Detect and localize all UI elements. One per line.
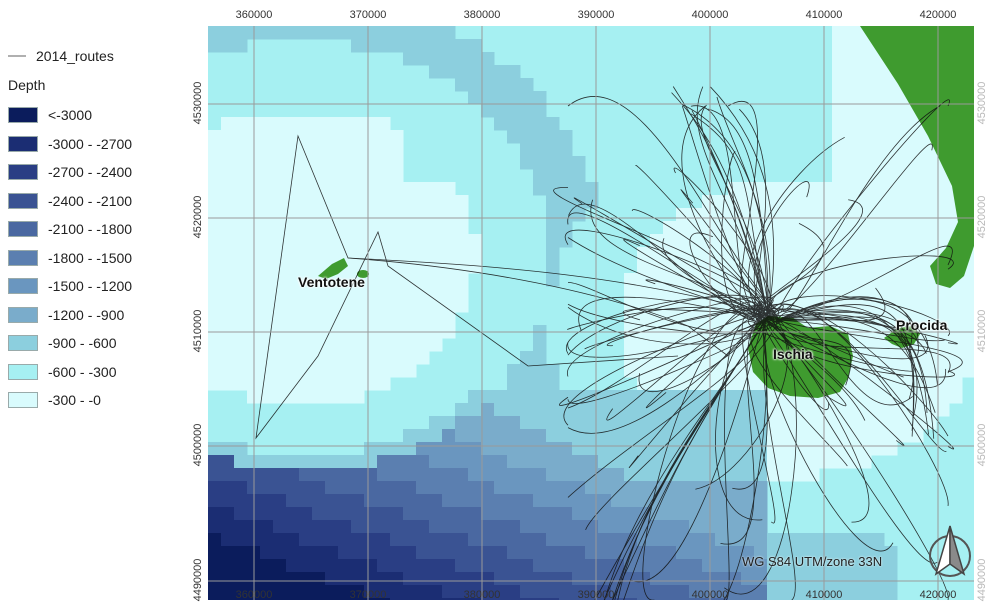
x-tick-label: 410000 [805,589,843,601]
x-tick-label: 370000 [349,9,387,21]
x-tick-label: 390000 [577,9,615,21]
depth-swatch [8,192,38,209]
y-tick-label: 4500000 [976,423,988,467]
map-legend: 2014_routes Depth <-3000 -3000 - -2700 -27… [0,0,200,608]
route-line-symbol [8,55,26,57]
depth-swatch [8,135,38,152]
crs-label: WG S84 UTM/zone 33N [742,554,883,569]
x-tick-label: 400000 [691,589,729,601]
depth-class-label: -900 - -600 [48,335,117,351]
north-arrow-icon [929,525,971,577]
x-tick-label: 390000 [577,589,615,601]
graticule [208,26,974,600]
y-tick-label: 4520000 [976,195,988,239]
depth-swatch [8,392,38,408]
mainland [860,26,974,288]
depth-class-label: -1800 - -1500 [48,249,133,266]
label-procida: Procida [896,317,948,333]
depth-swatch [8,306,38,323]
santo-stefano-island [357,270,369,278]
x-tick-label: 370000 [349,589,387,601]
label-ischia: Ischia [773,346,813,362]
depth-class-label: -2400 - -2100 [48,192,133,209]
x-tick-label: 410000 [805,9,843,21]
depth-class-label: -300 - -0 [48,392,101,408]
x-tick-label: 360000 [235,589,273,601]
y-tick-label: 4490000 [976,558,988,602]
y-tick-label: 4530000 [976,81,988,125]
x-tick-label: 400000 [691,9,729,21]
depth-class-label: -1500 - -1200 [48,278,133,294]
y-tick-label: 4510000 [976,309,988,353]
y-tick-label: 4510000 [192,309,204,353]
depth-class-label: <-3000 [48,107,92,123]
depth-title-text: Depth [8,77,46,93]
depth-class-label: -3000 - -2700 [48,135,133,152]
map-svg [208,26,974,600]
routes-layer [255,86,963,600]
y-tick-label: 4520000 [192,195,204,239]
depth-swatch [8,249,38,266]
label-ventotene: Ventotene [298,274,365,290]
x-tick-label: 360000 [235,9,273,21]
depth-swatch [8,107,38,123]
depth-class-label: -600 - -300 [48,363,117,380]
depth-swatch [8,221,38,237]
ventotene-island [318,258,348,279]
legend-route-label: 2014_routes [36,48,114,64]
ischia-island [748,316,853,398]
x-tick-label: 420000 [919,9,957,21]
legend-depth-title: Depth [8,75,45,95]
depth-class-label: -2700 - -2400 [48,164,133,180]
depth-swatch [8,278,38,294]
depth-swatch [8,164,38,180]
y-tick-label: 4500000 [192,423,204,467]
depth-swatch [8,363,38,380]
map-canvas[interactable]: Ventotene Ischia Procida [208,26,974,600]
depth-class-label: -1200 - -900 [48,306,125,323]
x-tick-label: 380000 [463,589,501,601]
depth-class-label: -2100 - -1800 [48,221,133,237]
x-tick-label: 420000 [919,589,957,601]
y-tick-label: 4530000 [192,81,204,125]
y-tick-label: 4490000 [192,558,204,602]
x-tick-label: 380000 [463,9,501,21]
depth-swatch [8,335,38,351]
